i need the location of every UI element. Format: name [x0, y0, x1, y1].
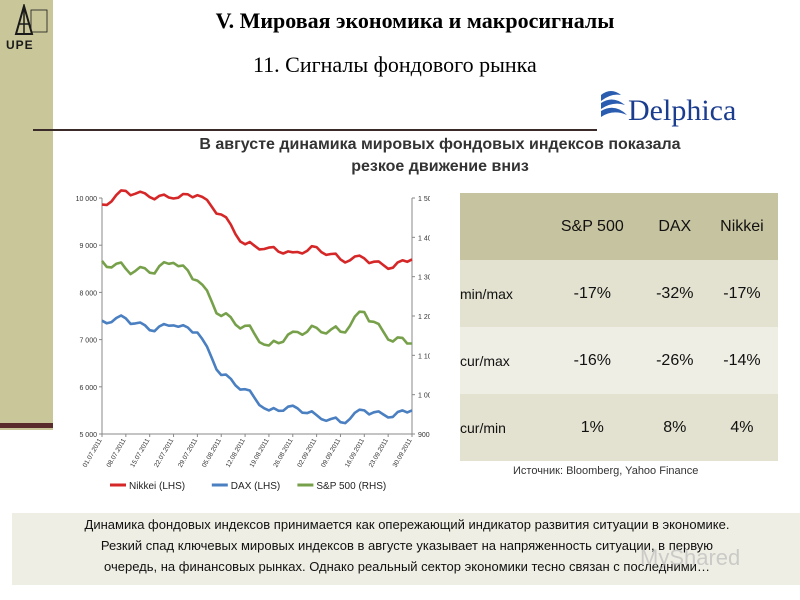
x-tick-label: 12.08.2011: [225, 437, 247, 469]
table-cell: -32%: [643, 260, 706, 327]
footer-line-1: Динамика фондовых индексов принимается к…: [84, 517, 730, 532]
legend-label-nikkei-lhs: Nikkei (LHS): [129, 481, 185, 492]
left-tick-label: 5 000: [79, 432, 97, 439]
x-tick-label: 22.07.2011: [153, 437, 175, 469]
x-tick-label: 30.09.2011: [392, 437, 414, 469]
right-tick-label: 1 200: [418, 314, 430, 321]
table-cell: 4%: [705, 394, 778, 461]
headline-line-2: резкое движение вниз: [351, 158, 529, 175]
x-tick-label: 19.08.2011: [249, 437, 271, 469]
legend-label-dax-lhs: DAX (LHS): [231, 481, 280, 492]
logo-text: UPE: [6, 38, 34, 52]
table-header-cell: Nikkei: [705, 193, 778, 260]
right-tick-label: 900: [418, 432, 430, 439]
x-tick-label: 15.07.2011: [129, 437, 151, 469]
sidebar-divider: [0, 423, 53, 428]
row-label: cur/max: [460, 327, 541, 394]
x-tick-label: 01.07.2011: [82, 437, 104, 469]
row-label: min/max: [460, 260, 541, 327]
x-tick-label: 29.07.2011: [177, 437, 199, 469]
series-line-dax-lhs: [101, 314, 413, 425]
left-tick-label: 9 000: [79, 243, 97, 250]
table-row: cur/min 1% 8% 4%: [460, 394, 778, 461]
x-tick-label: 09.09.2011: [320, 437, 342, 469]
row-label: cur/min: [460, 394, 541, 461]
footer-summary: Динамика фондовых индексов принимается к…: [12, 513, 800, 585]
x-tick-label: 26.08.2011: [272, 437, 294, 469]
title-divider: [33, 129, 600, 131]
x-tick-label: 08.07.2011: [105, 437, 127, 469]
table-header-cell: DAX: [643, 193, 706, 260]
table-cell: -14%: [705, 327, 778, 394]
table-header-cell: S&P 500: [541, 193, 644, 260]
headline-line-1: В августе динамика мировых фондовых инде…: [199, 136, 681, 153]
table-header-cell: [460, 193, 541, 260]
x-tick-label: 16.09.2011: [344, 437, 366, 469]
table-header-row: S&P 500 DAX Nikkei: [460, 193, 778, 260]
right-tick-label: 1 500: [418, 196, 430, 203]
x-tick-label: 05.08.2011: [201, 437, 223, 469]
left-tick-label: 8 000: [79, 290, 97, 297]
left-tick-label: 10 000: [76, 196, 98, 203]
legend-label-s-p-500-rhs: S&P 500 (RHS): [316, 481, 386, 492]
sidebar: [0, 0, 53, 430]
right-tick-label: 1 300: [418, 275, 430, 282]
table-row: min/max -17% -32% -17%: [460, 260, 778, 327]
upe-logo-icon: [14, 4, 48, 35]
page-subtitle: 11. Сигналы фондового рынка: [253, 52, 537, 77]
table-cell: -17%: [705, 260, 778, 327]
table-cell: -26%: [643, 327, 706, 394]
delphica-logo-icon: [597, 81, 759, 131]
right-tick-label: 1 100: [418, 353, 430, 360]
right-tick-label: 1 400: [418, 235, 430, 242]
table-cell: -16%: [541, 327, 644, 394]
left-tick-label: 6 000: [79, 385, 97, 392]
footer-line-3: очередь, на финансовых рынках. Однако ре…: [104, 559, 710, 574]
left-tick-label: 7 000: [79, 338, 97, 345]
x-tick-label: 23.09.2011: [368, 437, 390, 469]
x-tick-label: 02.09.2011: [296, 437, 318, 469]
series-line-s-p-500-rhs: [100, 260, 412, 347]
headline: В августе динамика мировых фондовых инде…: [120, 134, 760, 178]
index-change-table: S&P 500 DAX Nikkei min/max -17% -32% -17…: [460, 193, 778, 461]
brand-name: Delphica: [628, 94, 737, 127]
source-note: Источник: Bloomberg, Yahoo Finance: [513, 465, 699, 477]
right-tick-label: 1 000: [418, 393, 430, 400]
series-line-nikkei-lhs: [101, 189, 413, 271]
table-row: cur/max -16% -26% -14%: [460, 327, 778, 394]
table-cell: -17%: [541, 260, 644, 327]
footer-line-2: Резкий спад ключевых мировых индексов в …: [100, 538, 714, 553]
table-cell: 1%: [541, 394, 644, 461]
watermark: MyShared: [640, 545, 741, 570]
page-title: V. Мировая экономика и макросигналы: [215, 8, 615, 33]
stock-index-chart: 5 000 6 000 7 000 8 000 9 000 10 000 900 1 000 1…: [76, 189, 430, 492]
table-cell: 8%: [643, 394, 706, 461]
